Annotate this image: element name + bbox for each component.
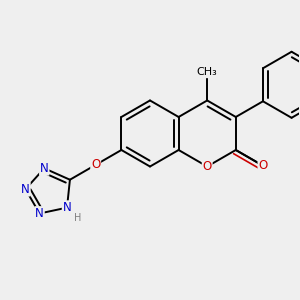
Text: N: N: [21, 183, 30, 196]
Text: H: H: [74, 213, 82, 223]
Text: O: O: [258, 159, 268, 172]
Text: CH₃: CH₃: [197, 68, 218, 77]
Text: N: N: [40, 162, 49, 175]
Text: N: N: [35, 207, 44, 220]
Text: O: O: [91, 158, 100, 171]
Text: N: N: [63, 201, 71, 214]
Text: O: O: [202, 160, 212, 173]
